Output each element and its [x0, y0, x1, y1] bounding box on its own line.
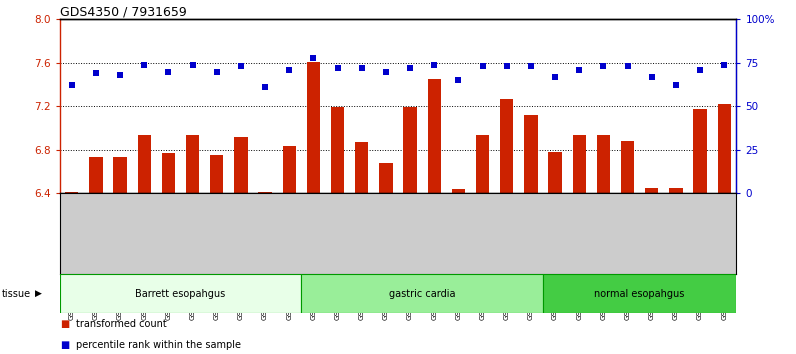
Point — [186, 62, 199, 67]
Bar — [65, 192, 79, 193]
Bar — [500, 99, 513, 193]
Bar — [404, 107, 417, 193]
Bar — [452, 189, 465, 193]
Point — [476, 63, 489, 69]
Bar — [548, 152, 562, 193]
Bar — [717, 104, 731, 193]
Bar — [89, 157, 103, 193]
Point — [428, 62, 441, 67]
Point — [283, 67, 295, 73]
Point — [573, 67, 586, 73]
Bar — [669, 188, 682, 193]
Point — [548, 74, 561, 80]
Point — [621, 63, 634, 69]
Text: transformed count: transformed count — [76, 319, 166, 329]
Point — [718, 62, 731, 67]
Point — [452, 77, 465, 83]
Bar — [210, 155, 224, 193]
Bar — [186, 136, 199, 193]
Point — [114, 72, 127, 78]
Text: gastric cardia: gastric cardia — [389, 289, 455, 299]
Text: GDS4350 / 7931659: GDS4350 / 7931659 — [60, 5, 186, 18]
Bar — [525, 115, 537, 193]
Bar — [379, 162, 392, 193]
Text: ■: ■ — [60, 319, 69, 329]
Bar — [138, 136, 151, 193]
Bar — [621, 141, 634, 193]
Bar — [693, 109, 707, 193]
Bar — [476, 136, 490, 193]
Bar — [427, 79, 441, 193]
Bar — [306, 62, 320, 193]
Bar — [645, 188, 658, 193]
Point — [138, 62, 150, 67]
Bar — [60, 274, 302, 313]
Bar — [234, 137, 248, 193]
Text: ▶: ▶ — [35, 289, 42, 298]
Point — [501, 63, 513, 69]
Text: ■: ■ — [60, 340, 69, 350]
Point — [669, 82, 682, 88]
Bar — [114, 157, 127, 193]
Bar — [283, 146, 296, 193]
Point — [597, 63, 610, 69]
Text: Barrett esopahgus: Barrett esopahgus — [135, 289, 225, 299]
Point — [404, 65, 416, 71]
Point — [65, 82, 78, 88]
Point — [210, 69, 223, 74]
Bar — [259, 192, 271, 193]
Point — [355, 65, 368, 71]
Bar — [543, 274, 736, 313]
Bar — [331, 107, 344, 193]
Text: tissue: tissue — [2, 289, 31, 299]
Point — [693, 67, 706, 73]
Text: normal esopahgus: normal esopahgus — [595, 289, 685, 299]
Point — [646, 74, 658, 80]
Point — [235, 63, 248, 69]
Bar — [355, 142, 369, 193]
Point — [331, 65, 344, 71]
Point — [380, 69, 392, 74]
Bar — [572, 136, 586, 193]
Bar — [597, 136, 610, 193]
Point — [162, 69, 175, 74]
Point — [525, 63, 537, 69]
Text: percentile rank within the sample: percentile rank within the sample — [76, 340, 240, 350]
Point — [259, 84, 271, 90]
Point — [90, 70, 103, 76]
Bar — [302, 274, 543, 313]
Bar — [162, 153, 175, 193]
Point — [307, 55, 320, 61]
